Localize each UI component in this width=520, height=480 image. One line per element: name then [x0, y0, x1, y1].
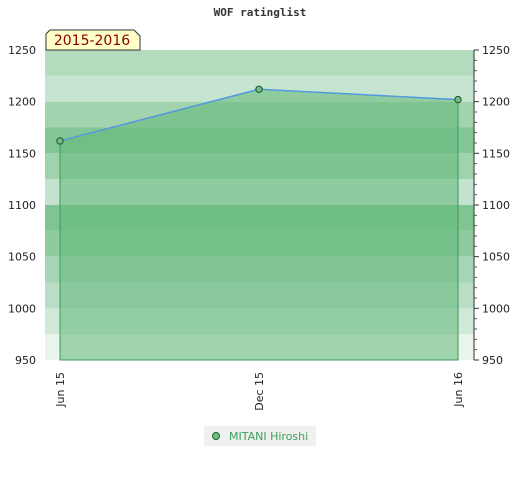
y-tick-label-left: 1250 — [8, 44, 36, 57]
chart-title: WOF ratinglist — [214, 6, 307, 19]
x-tick-label: Dec 15 — [253, 372, 266, 411]
x-tick-label: Jun 15 — [54, 372, 67, 408]
y-tick-label-right: 1150 — [482, 147, 510, 160]
background-band — [45, 50, 474, 76]
y-tick-label-right: 1100 — [482, 199, 510, 212]
season-label: 2015-2016 — [54, 33, 130, 49]
legend-box — [204, 426, 316, 446]
data-point — [56, 137, 64, 145]
y-axis-right: 950 1000 1050 1100 1150 1200 1250 — [473, 44, 510, 367]
y-tick-label-left: 1000 — [8, 302, 36, 315]
series-points — [56, 85, 462, 145]
y-tick-label-left: 1100 — [8, 199, 36, 212]
series-area — [59, 88, 459, 361]
y-tick-label-left: 950 — [15, 354, 36, 367]
y-tick-label-left: 1200 — [8, 96, 36, 109]
season-badge-box — [45, 29, 141, 51]
y-tick-label-left: 1050 — [8, 251, 36, 264]
data-point — [454, 95, 462, 104]
data-point — [255, 85, 263, 93]
y-tick-label-right: 1200 — [482, 96, 510, 109]
legend-marker — [212, 432, 220, 440]
x-tick-label: Jun 16 — [452, 372, 465, 408]
x-axis: Jun 15 Dec 15 Jun 16 — [54, 372, 465, 411]
y-tick-label-left: 1150 — [8, 147, 36, 160]
y-tick-label-right: 950 — [482, 354, 503, 367]
y-axis-left: 950 1000 1050 1100 1150 1200 1250 — [8, 44, 36, 367]
y-tick-label-right: 1000 — [482, 302, 510, 315]
series-area-fill — [59, 88, 459, 361]
season-badge: 2015-2016 — [45, 29, 141, 51]
y-tick-label-right: 1250 — [482, 44, 510, 57]
legend: MITANI Hiroshi — [204, 426, 316, 446]
y-tick-label-right: 1050 — [482, 251, 510, 264]
legend-series-name[interactable]: MITANI Hiroshi — [229, 430, 308, 443]
